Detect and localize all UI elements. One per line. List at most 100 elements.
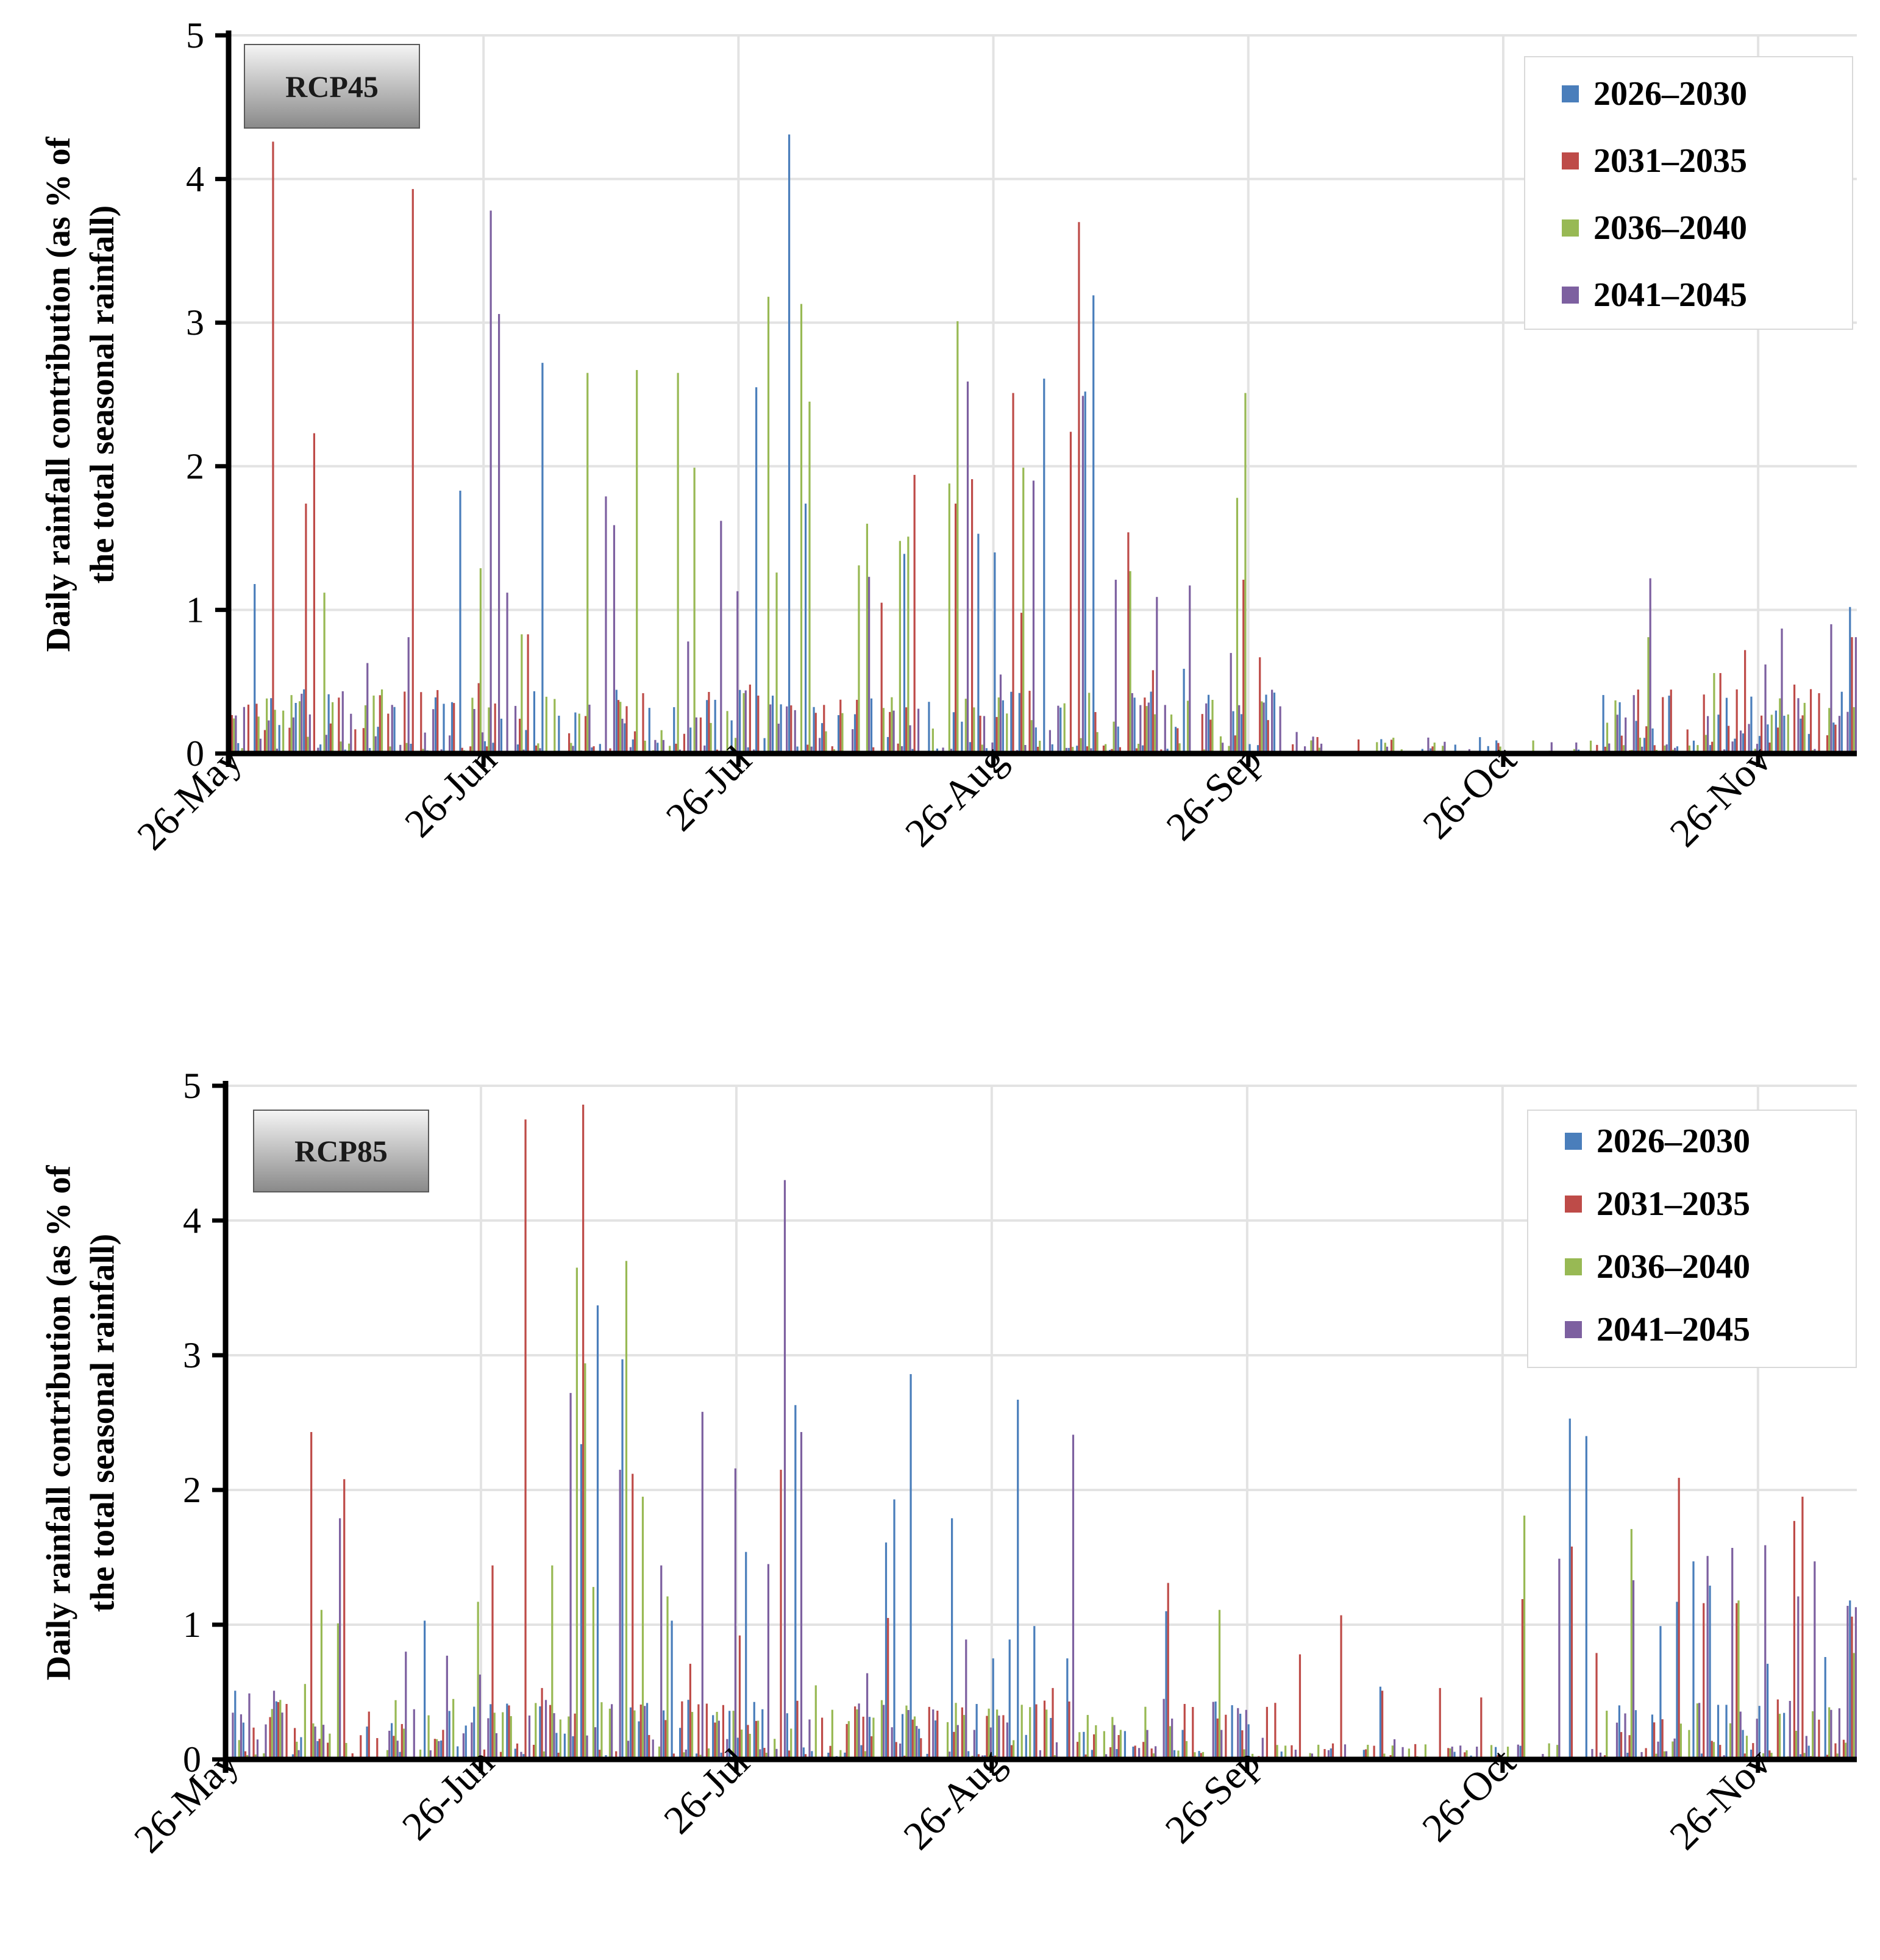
bar (638, 1721, 640, 1759)
bar (1734, 738, 1736, 754)
bar (1276, 1745, 1278, 1759)
bar (1209, 719, 1212, 754)
bar (244, 1751, 247, 1759)
bar (714, 1722, 716, 1759)
bar (1033, 1626, 1036, 1759)
bar (951, 1518, 953, 1759)
bar (401, 1723, 403, 1759)
bar (1340, 1615, 1342, 1759)
bar (1711, 741, 1714, 754)
bar (1002, 700, 1004, 754)
bar (1312, 736, 1314, 754)
bar (493, 1712, 496, 1759)
bar (1244, 393, 1247, 754)
bar (629, 1707, 632, 1759)
bar (625, 706, 628, 754)
bar (691, 1712, 694, 1759)
bar (847, 1721, 850, 1759)
bar (508, 1705, 510, 1759)
bar (300, 1737, 302, 1759)
bar (636, 369, 638, 754)
bar (1248, 744, 1251, 754)
bar (1444, 741, 1446, 754)
bar (969, 742, 971, 754)
bar (551, 1565, 554, 1759)
bar (366, 1727, 368, 1759)
bar (786, 706, 788, 754)
bar (1670, 690, 1672, 754)
bar (347, 743, 351, 754)
bar (1709, 745, 1712, 754)
bar (1795, 1730, 1798, 1759)
bar (992, 1658, 994, 1759)
bar (1045, 1709, 1048, 1759)
bar (343, 1479, 346, 1759)
bar (989, 1727, 992, 1759)
bar (808, 401, 811, 754)
legend-label: 2036–2040 (1593, 209, 1747, 247)
bar (1614, 700, 1617, 754)
bar (671, 1620, 673, 1759)
bar (753, 1702, 755, 1759)
bar (600, 1702, 603, 1759)
bar (747, 1725, 749, 1759)
bar (1239, 1714, 1242, 1759)
bar (629, 747, 632, 754)
bar (1570, 1546, 1573, 1759)
y-tick-label: 2 (183, 1470, 201, 1510)
bar (393, 707, 396, 754)
bar (712, 1715, 714, 1759)
bar (1776, 727, 1779, 754)
bar (1138, 1748, 1141, 1759)
bar (305, 504, 307, 754)
bar (615, 690, 618, 754)
bar (1152, 670, 1154, 754)
legend-label: 2036–2040 (1597, 1248, 1750, 1286)
bar (482, 732, 484, 754)
bar (891, 1727, 893, 1759)
bar (1495, 740, 1498, 754)
bar (1672, 1741, 1674, 1759)
bar (1123, 1731, 1127, 1759)
bar (975, 1704, 978, 1759)
bar (1142, 745, 1144, 754)
bar (269, 1717, 271, 1759)
bar (274, 710, 276, 754)
bar (1797, 1596, 1800, 1759)
bar (316, 1741, 319, 1759)
bar (995, 717, 998, 754)
bar (1265, 694, 1267, 754)
bar (1231, 1705, 1233, 1759)
bar (948, 483, 950, 754)
bar (570, 743, 572, 754)
bar (588, 704, 591, 754)
bar (788, 1750, 791, 1759)
bar (1247, 1724, 1250, 1759)
bar (419, 1749, 422, 1759)
legend-swatch (1562, 219, 1579, 237)
bar (720, 1752, 722, 1759)
bar (497, 314, 500, 754)
bar (1692, 740, 1695, 754)
bar (331, 702, 334, 754)
bar (866, 1673, 869, 1759)
bar (393, 1736, 395, 1759)
bar (1663, 1751, 1665, 1759)
bar (312, 1723, 315, 1759)
bar (1651, 728, 1654, 754)
bar (1036, 746, 1039, 754)
bar (1764, 1545, 1767, 1759)
bar (1828, 1707, 1831, 1759)
bar (388, 1730, 391, 1759)
bar (1768, 743, 1771, 754)
bar (868, 1717, 871, 1759)
bar (761, 1709, 764, 1759)
bar (242, 1722, 244, 1759)
bar (379, 695, 381, 754)
legend-swatch (1565, 1258, 1582, 1275)
bar (1165, 1611, 1167, 1759)
bar (558, 715, 560, 754)
legend-item: 2036–2040 (1562, 209, 1747, 247)
bar (1764, 664, 1767, 754)
bar (580, 1444, 583, 1759)
